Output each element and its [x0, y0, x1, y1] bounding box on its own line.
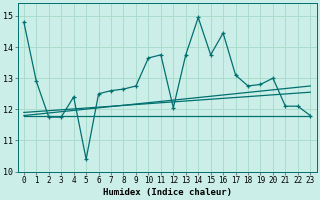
X-axis label: Humidex (Indice chaleur): Humidex (Indice chaleur) — [103, 188, 232, 197]
